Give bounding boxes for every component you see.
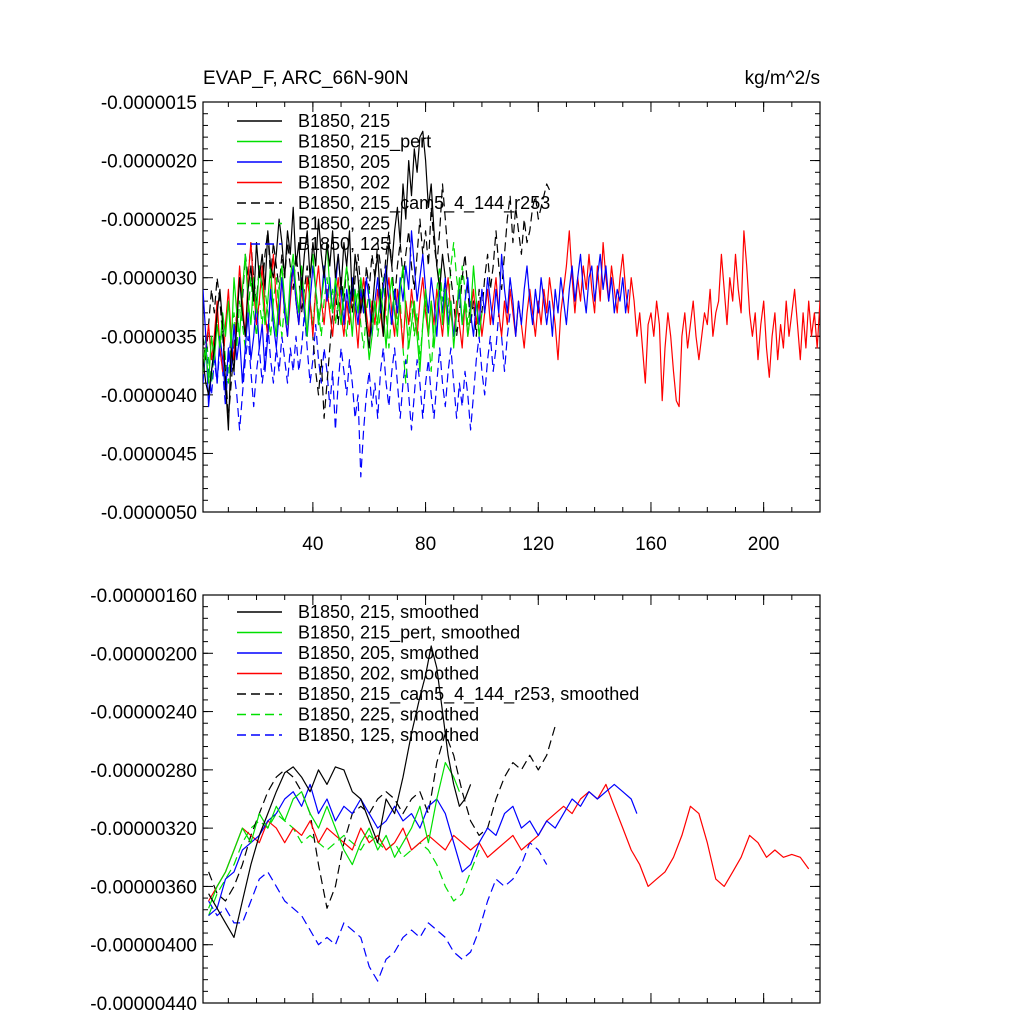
series-line [203,130,446,431]
y-tick-label: -0.0000015 [101,93,197,114]
y-tick-label: -0.0000025 [101,210,197,231]
legend-label: B1850, 215_pert [298,132,431,153]
series-group [208,645,810,982]
x-tick-label: 80 [415,534,436,555]
chart-panel-2: -0.00000160 -0.00000200 -0.00000240 -0.0000… [90,586,821,1015]
series-group [203,130,820,478]
series-line [203,230,629,408]
y-tick-label: -0.0000045 [101,444,197,465]
legend-label: B1850, 215_cam5_4_144_r253, smoothed [298,684,639,705]
legend-label: B1850, 125, smoothed [298,725,479,745]
y-tick-label: -0.00000160 [90,586,197,607]
x-tick-label: 200 [748,534,780,555]
legend-label: B1850, 215, smoothed [298,602,479,622]
legend-label: B1850, 215 [298,111,390,131]
series-line [208,783,638,917]
units-label: kg/m^2/s [745,68,820,89]
legend-label: B1850, 205, smoothed [298,643,479,663]
x-tick-label: 120 [522,534,554,555]
y-tick-label: -0.00000360 [90,877,197,898]
series-line [208,761,460,909]
legend-label: B1850, 205 [298,152,390,172]
y-tick-label: -0.0000030 [101,269,197,290]
chart-title: EVAP_F, ARC_66N-90N [203,68,409,89]
y-tick-label: -0.00000240 [90,703,197,724]
series-line [208,812,480,916]
y-tick-label: -0.00000200 [90,644,197,665]
y-tick-label: -0.00000440 [90,994,197,1015]
y-tick-label: -0.0000020 [101,152,197,173]
legend-label: B1850, 215_pert, smoothed [298,623,520,644]
series-line [208,725,556,909]
y-tick-label: -0.00000280 [90,761,197,782]
series-line [208,842,548,982]
y-tick-label: -0.00000400 [90,936,197,957]
x-tick-label: 40 [302,534,323,555]
legend-label: B1850, 202 [298,173,390,193]
legend-label: B1850, 202, smoothed [298,664,479,684]
legend-label: B1850, 225 [298,214,390,234]
series-line [203,242,483,384]
y-tick-label: -0.0000035 [101,327,197,348]
series-line [203,312,511,478]
y-tick-label: -0.0000050 [101,503,197,524]
legend-label: B1850, 225, smoothed [298,705,479,725]
y-tick-label: -0.00000320 [90,819,197,840]
y-tick-label: -0.0000040 [101,386,197,407]
plot-frame [202,594,821,1004]
x-tick-label: 160 [635,534,667,555]
series-line [208,645,472,939]
series-line [208,783,810,902]
legend-label: B1850, 125 [298,234,390,254]
legend-label: B1850, 215_cam5_4_144_r253 [298,193,550,214]
chart-panel-1: EVAP_F, ARC_66N-90N kg/m^2/s -0.0000015 -0.… [101,68,821,555]
